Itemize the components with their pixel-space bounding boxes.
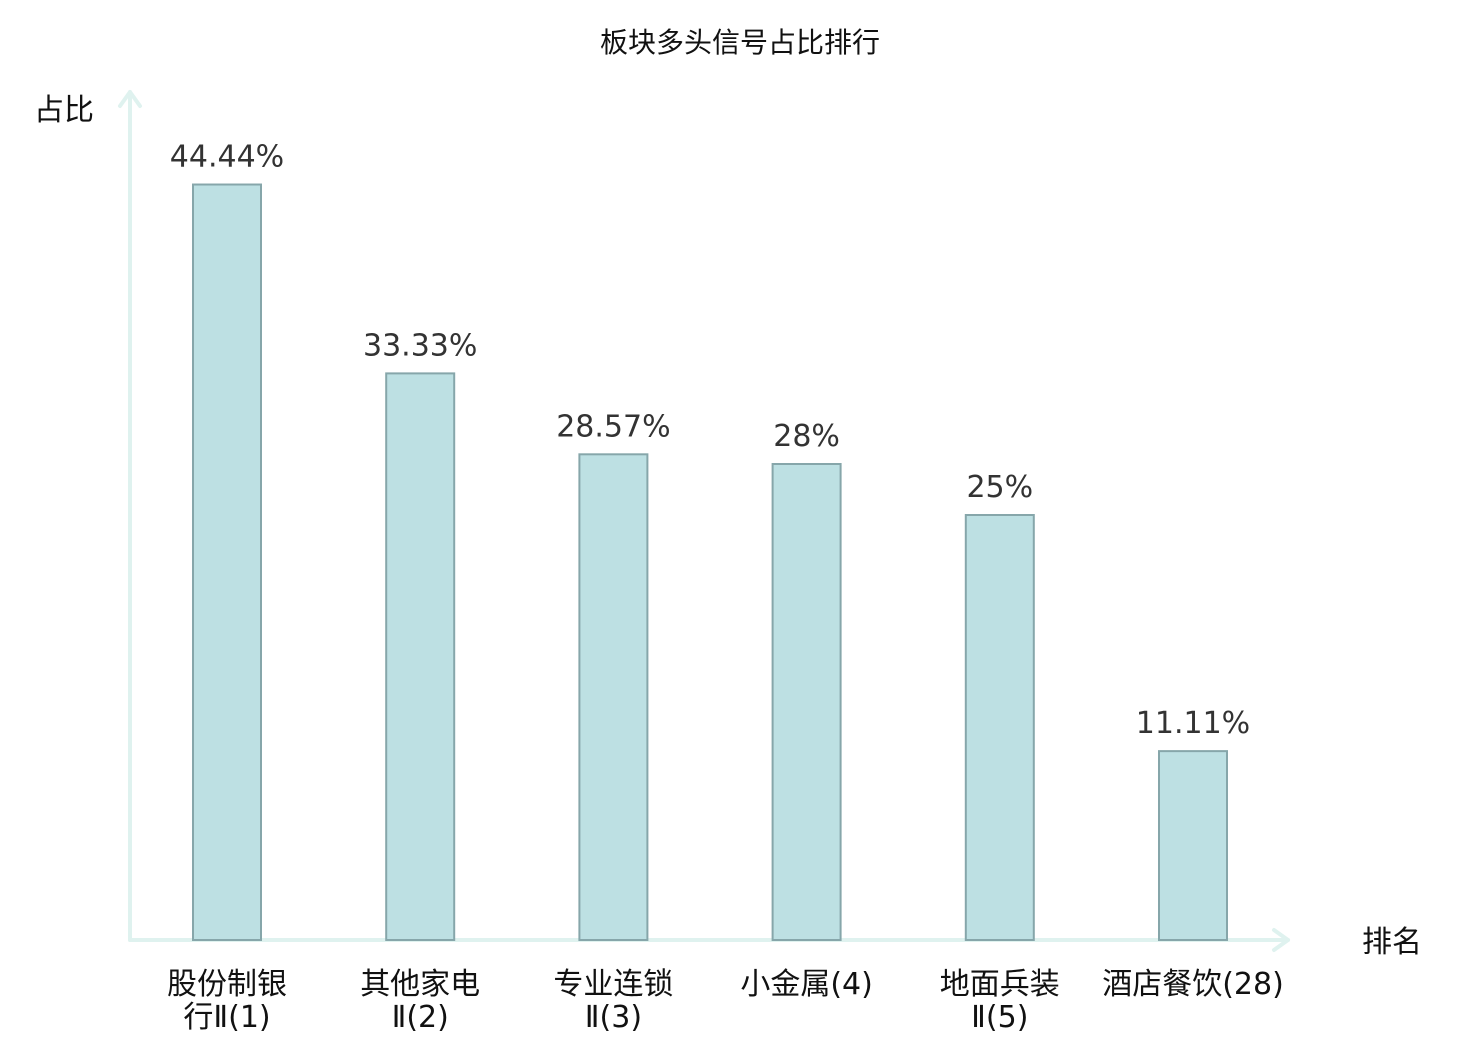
value-label-1: 44.44% — [170, 140, 284, 175]
category-labels: 股份制银行Ⅱ(1) 其他家电 Ⅱ(2) 专业连锁 Ⅱ(3) 小金属(4) 地面兵装 Ⅱ(5) 酒… — [167, 967, 1284, 1035]
category-label-line: Ⅱ(5) — [971, 1000, 1028, 1035]
bar-2 — [385, 372, 456, 941]
category-label-3: 专业连锁 Ⅱ(3) — [553, 967, 673, 1035]
chart-title: 板块多头信号占比排行 — [600, 26, 880, 59]
category-label-line: Ⅱ(2) — [392, 1000, 449, 1035]
category-label-line: 酒店餐饮(28) — [1102, 967, 1284, 1002]
category-label-5: 地面兵装 Ⅱ(5) — [940, 967, 1060, 1035]
y-axis-title: 占比 — [34, 93, 94, 128]
bar-1 — [192, 183, 262, 941]
x-axis-title: 排名 — [1362, 925, 1422, 960]
x-axis-arrow — [1272, 928, 1290, 952]
category-label-line: 专业连锁 — [553, 967, 673, 1002]
category-label-2: 其他家电 Ⅱ(2) — [360, 967, 480, 1035]
category-label-line: 行Ⅱ(1) — [183, 1000, 270, 1035]
bar-3 — [578, 453, 649, 941]
bar-6 — [1158, 750, 1228, 941]
category-label-4: 小金属(4) — [740, 967, 873, 1002]
bar-series — [192, 183, 1228, 941]
bar-4 — [771, 463, 842, 941]
category-label-line: 小金属(4) — [740, 967, 873, 1002]
bar-5 — [964, 514, 1035, 941]
category-label-1: 股份制银行Ⅱ(1) — [167, 967, 287, 1035]
category-label-line: Ⅱ(3) — [585, 1000, 642, 1035]
value-label-2: 33.33% — [363, 328, 477, 363]
category-label-line: 地面兵装 — [940, 967, 1060, 1002]
y-axis-arrow — [118, 90, 142, 108]
value-label-4: 28% — [773, 419, 840, 454]
value-labels: 44.44% 33.33% 28.57% 28% 25% 11.11% — [170, 140, 1250, 742]
value-label-5: 25% — [966, 470, 1033, 505]
value-label-3: 28.57% — [556, 409, 670, 444]
value-label-6: 11.11% — [1136, 706, 1250, 741]
category-label-line: 股份制银 — [167, 967, 287, 1002]
category-label-6: 酒店餐饮(28) — [1102, 967, 1284, 1002]
category-label-line: 其他家电 — [360, 967, 480, 1002]
axes — [118, 90, 1290, 952]
